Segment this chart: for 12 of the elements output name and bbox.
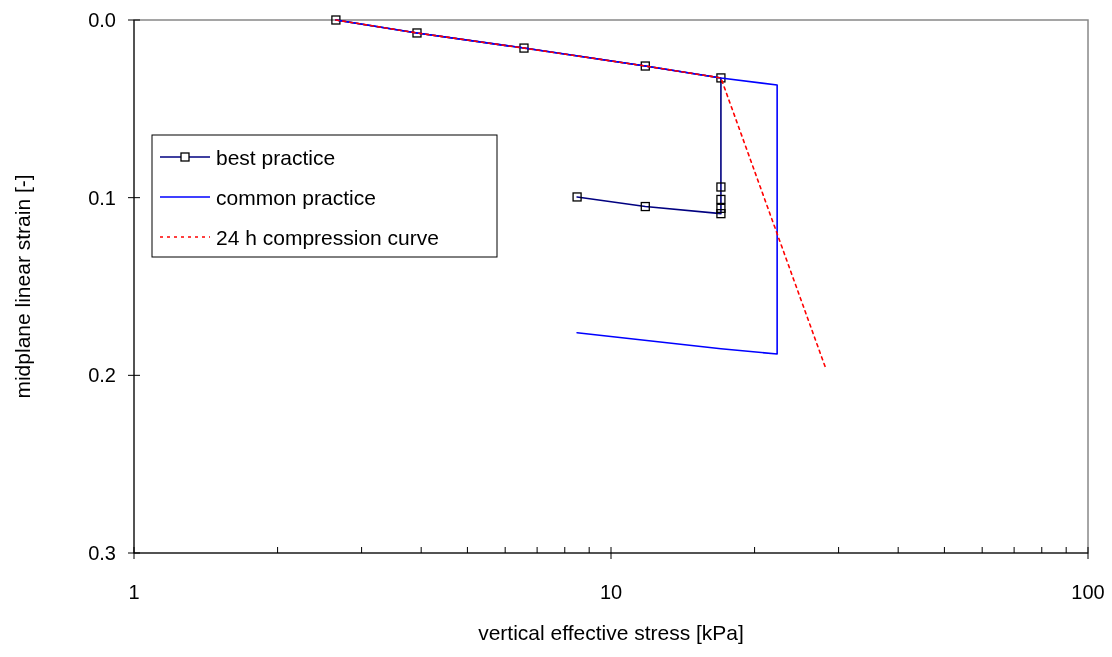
x-tick-label: 10	[599, 581, 623, 603]
y-tick-label: 0.0	[88, 9, 116, 31]
y-tick-label: 0.3	[88, 542, 116, 564]
x-tick-label: 100	[1071, 581, 1105, 603]
legend-label: 24 h compression curve	[216, 226, 439, 249]
legend-label: best practice	[216, 146, 336, 169]
legend-label: common practice	[216, 186, 376, 209]
x-axis-title: vertical effective stress [kPa]	[478, 621, 744, 644]
y-axis-title: midplane linear strain [-]	[11, 174, 34, 399]
y-tick-label: 0.2	[88, 364, 116, 387]
x-tick-label: 1	[128, 581, 140, 603]
y-tick-label: 0.1	[88, 186, 116, 209]
